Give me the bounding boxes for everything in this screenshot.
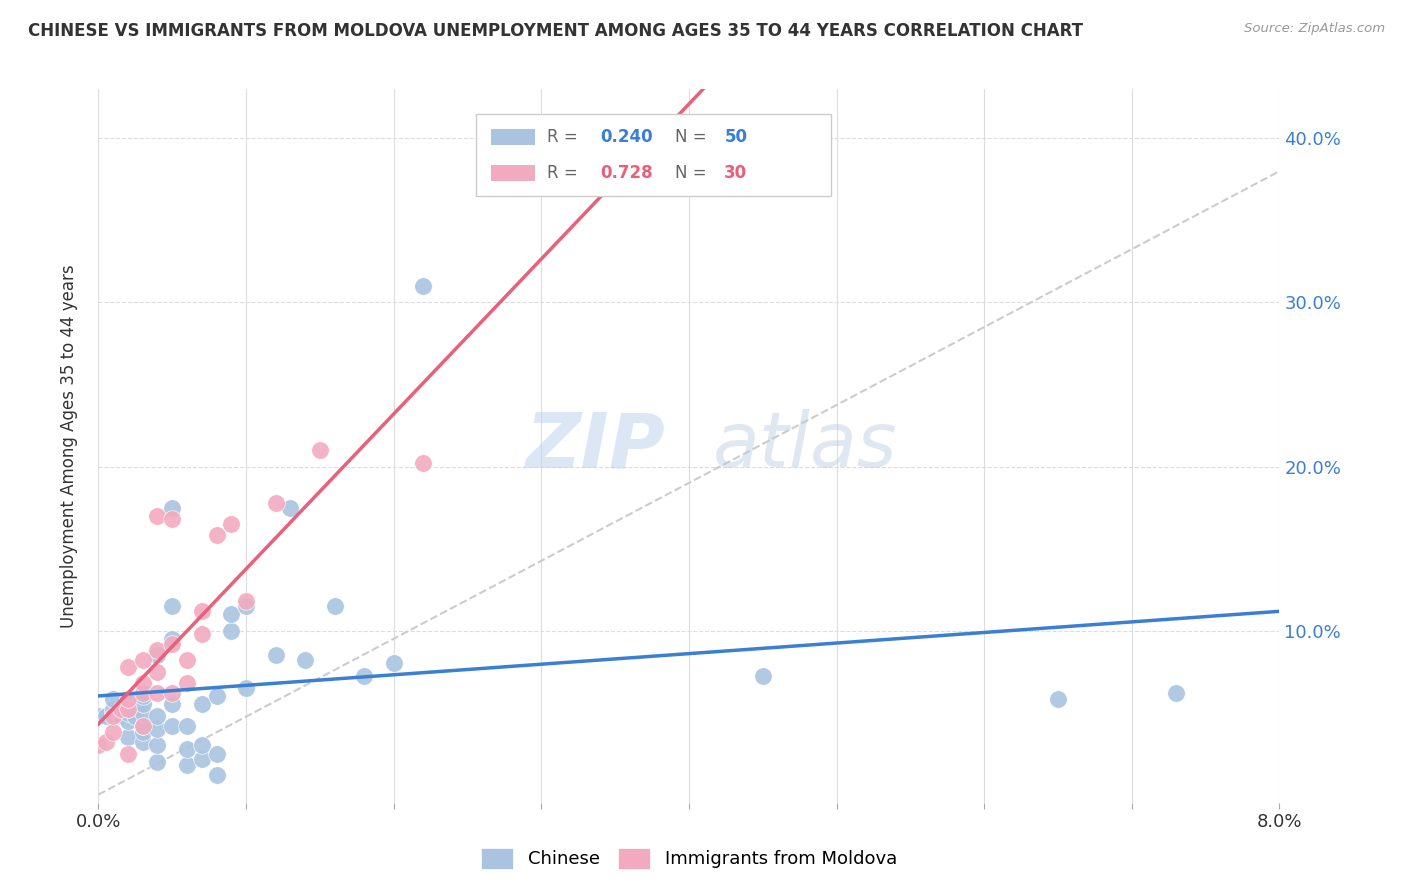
Point xyxy=(162,719,183,733)
Text: ZIP: ZIP xyxy=(526,409,665,483)
Point xyxy=(110,702,132,716)
Point xyxy=(103,706,125,720)
Point xyxy=(205,747,228,761)
Point xyxy=(162,632,183,646)
Point xyxy=(382,657,405,671)
Point xyxy=(87,739,110,753)
Point xyxy=(205,768,228,782)
Text: R =: R = xyxy=(547,164,583,182)
Point xyxy=(94,709,117,723)
Point xyxy=(117,714,139,728)
Point xyxy=(162,698,183,712)
Point xyxy=(294,653,316,667)
Point xyxy=(264,648,287,662)
Point xyxy=(146,508,169,523)
Point xyxy=(1164,686,1187,700)
Point xyxy=(176,741,198,756)
Text: Source: ZipAtlas.com: Source: ZipAtlas.com xyxy=(1244,22,1385,36)
Point xyxy=(235,594,257,608)
Point xyxy=(162,686,183,700)
Point xyxy=(132,698,155,712)
Text: R =: R = xyxy=(547,128,583,146)
Point xyxy=(219,516,242,531)
Point xyxy=(162,512,183,526)
Point xyxy=(235,681,257,695)
Text: 0.728: 0.728 xyxy=(600,164,652,182)
Point xyxy=(162,599,183,613)
Point xyxy=(132,676,155,690)
Y-axis label: Unemployment Among Ages 35 to 44 years: Unemployment Among Ages 35 to 44 years xyxy=(59,264,77,628)
Point xyxy=(323,599,346,613)
Point xyxy=(176,676,198,690)
Point xyxy=(117,702,139,716)
Point xyxy=(176,758,198,772)
Point xyxy=(191,698,214,712)
Point xyxy=(103,709,125,723)
Point xyxy=(132,725,155,739)
Point xyxy=(264,495,287,509)
Point xyxy=(117,747,139,761)
Point xyxy=(235,599,257,613)
Text: 0.240: 0.240 xyxy=(600,128,652,146)
Point xyxy=(176,719,198,733)
Point xyxy=(87,709,110,723)
Text: N =: N = xyxy=(675,128,711,146)
Point xyxy=(117,706,139,720)
Point xyxy=(132,706,155,720)
Point xyxy=(176,653,198,667)
Point xyxy=(205,528,228,542)
Point xyxy=(132,719,155,733)
Text: 30: 30 xyxy=(724,164,748,182)
Point xyxy=(751,669,773,683)
Point xyxy=(205,689,228,703)
Point xyxy=(146,755,169,769)
Point xyxy=(146,722,169,736)
Text: atlas: atlas xyxy=(713,409,897,483)
Point xyxy=(110,709,132,723)
Point xyxy=(132,686,155,700)
Text: 50: 50 xyxy=(724,128,748,146)
Point xyxy=(146,643,169,657)
Bar xyxy=(491,165,536,180)
Point xyxy=(353,669,375,683)
Point xyxy=(132,689,155,703)
Text: N =: N = xyxy=(675,164,711,182)
Point xyxy=(191,627,214,641)
Point xyxy=(132,653,155,667)
Point xyxy=(191,604,214,618)
FancyBboxPatch shape xyxy=(477,114,831,196)
Point xyxy=(146,648,169,662)
Point xyxy=(132,735,155,749)
Bar xyxy=(491,129,536,145)
Point xyxy=(146,665,169,679)
Point xyxy=(117,692,139,706)
Point xyxy=(117,692,139,706)
Point xyxy=(412,279,434,293)
Legend: Chinese, Immigrants from Moldova: Chinese, Immigrants from Moldova xyxy=(474,840,904,876)
Point xyxy=(103,725,125,739)
Point xyxy=(278,500,302,515)
Point xyxy=(132,719,155,733)
Point xyxy=(117,659,139,673)
Point xyxy=(124,709,146,723)
Point xyxy=(117,730,139,744)
Point xyxy=(219,607,242,622)
Point xyxy=(412,456,434,470)
Point xyxy=(162,637,183,651)
Point xyxy=(146,686,169,700)
Point xyxy=(1046,692,1069,706)
Point xyxy=(191,751,214,765)
Point xyxy=(146,739,169,753)
Text: CHINESE VS IMMIGRANTS FROM MOLDOVA UNEMPLOYMENT AMONG AGES 35 TO 44 YEARS CORREL: CHINESE VS IMMIGRANTS FROM MOLDOVA UNEMP… xyxy=(28,22,1083,40)
Point xyxy=(191,739,214,753)
Point xyxy=(162,500,183,515)
Point xyxy=(94,735,117,749)
Point xyxy=(219,624,242,638)
Point xyxy=(103,692,125,706)
Point xyxy=(103,702,125,716)
Point xyxy=(146,709,169,723)
Point xyxy=(308,443,332,458)
